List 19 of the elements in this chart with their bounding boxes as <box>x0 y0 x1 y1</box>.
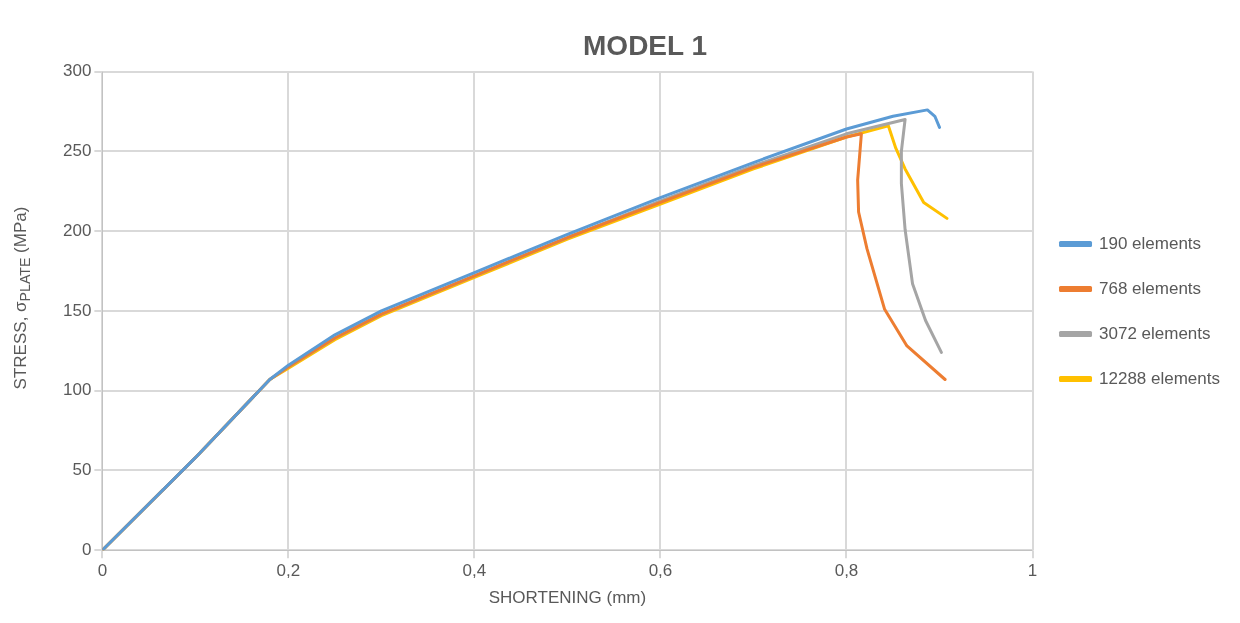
x-tick-label: 0 <box>97 561 108 581</box>
chart-title: MODEL 1 <box>583 29 707 61</box>
x-axis-title: SHORTENING (mm) <box>488 588 647 608</box>
legend-label: 768 elements <box>1099 278 1202 298</box>
y-tick-label: 0 <box>81 539 92 559</box>
legend-label: 3072 elements <box>1099 323 1211 343</box>
y-tick-label: 300 <box>62 61 92 81</box>
y-tick-label: 250 <box>62 141 92 161</box>
x-tick-label: 0,6 <box>648 561 673 581</box>
legend-label: 12288 elements <box>1099 368 1221 388</box>
y-tick-label: 150 <box>62 300 92 320</box>
y-tick-label: 200 <box>62 220 92 240</box>
x-tick-label: 0,2 <box>276 561 301 581</box>
x-tick-label: 0,8 <box>834 561 859 581</box>
legend-label: 190 elements <box>1099 233 1202 253</box>
x-tick-label: 0,4 <box>462 561 487 581</box>
y-tick-label: 100 <box>62 380 92 400</box>
x-tick-label: 1 <box>1027 561 1038 581</box>
y-tick-label: 50 <box>72 460 92 480</box>
